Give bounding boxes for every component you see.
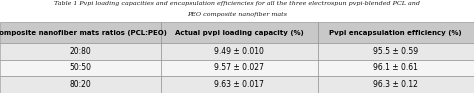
Text: 9.57 ± 0.027: 9.57 ± 0.027 — [214, 63, 264, 72]
Bar — [318, 76, 474, 93]
Text: Table 1 Pvpi loading capacities and encapsulation efficiencies for all the three: Table 1 Pvpi loading capacities and enca… — [54, 1, 420, 6]
Bar — [0, 60, 161, 76]
Bar — [318, 60, 474, 76]
Text: 9.49 ± 0.010: 9.49 ± 0.010 — [214, 47, 264, 56]
Text: Actual pvpi loading capacity (%): Actual pvpi loading capacity (%) — [175, 30, 304, 36]
Text: Composite nanofiber mats ratios (PCL:PEO): Composite nanofiber mats ratios (PCL:PEO… — [0, 30, 167, 36]
Text: 9.63 ± 0.017: 9.63 ± 0.017 — [214, 80, 264, 89]
Bar — [0, 43, 161, 60]
Bar — [161, 60, 318, 76]
Bar — [318, 22, 474, 43]
Text: 96.1 ± 0.61: 96.1 ± 0.61 — [374, 63, 418, 72]
Text: 80:20: 80:20 — [70, 80, 91, 89]
Bar — [318, 43, 474, 60]
Text: 95.5 ± 0.59: 95.5 ± 0.59 — [373, 47, 419, 56]
Text: PEO composite nanofiber mats: PEO composite nanofiber mats — [187, 12, 287, 17]
Text: 50:50: 50:50 — [70, 63, 91, 72]
Text: Pvpi encapsulation efficiency (%): Pvpi encapsulation efficiency (%) — [329, 30, 462, 36]
Text: 96.3 ± 0.12: 96.3 ± 0.12 — [374, 80, 418, 89]
Bar — [0, 76, 161, 93]
Bar — [161, 43, 318, 60]
Bar — [161, 76, 318, 93]
Text: 20:80: 20:80 — [70, 47, 91, 56]
Bar — [0, 22, 161, 43]
Bar — [161, 22, 318, 43]
